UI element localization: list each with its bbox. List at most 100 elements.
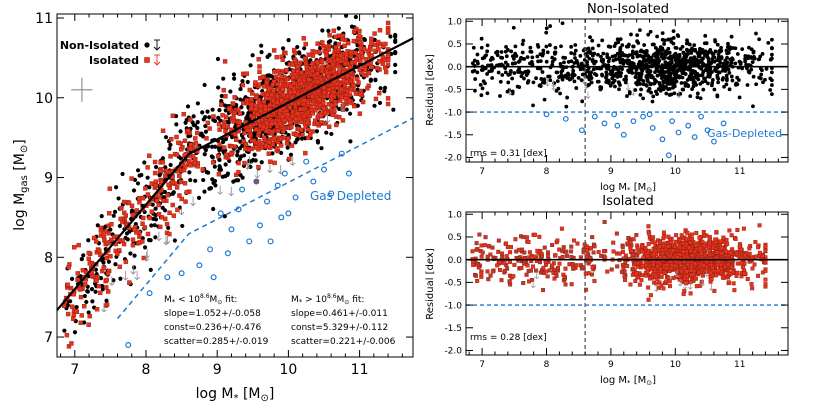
isolated-residual-point xyxy=(633,278,638,283)
isolated-point xyxy=(179,147,184,152)
residual-upper-limit xyxy=(545,78,550,87)
non-isolated-residual-point xyxy=(636,81,640,86)
isolated-point xyxy=(326,124,332,129)
residual-gas-depleted-point xyxy=(704,127,711,134)
isolated-point xyxy=(275,128,281,134)
non-isolated-point xyxy=(252,152,257,157)
residual-upper-limit-arrow xyxy=(630,92,636,96)
non-isolated-residual-point xyxy=(536,44,541,49)
non-isolated-residual-point xyxy=(730,78,735,83)
isolated-point xyxy=(318,113,324,118)
non-isolated-residual-point xyxy=(696,54,701,59)
non-isolated-residual-point xyxy=(690,87,694,92)
non-isolated-y-tick-label: -1.5 xyxy=(444,131,462,141)
isolated-point xyxy=(219,102,224,107)
isolated-residual-point xyxy=(707,235,712,240)
non-isolated-residual-point xyxy=(579,78,584,83)
isolated-point xyxy=(207,126,212,131)
non-isolated-residual-point xyxy=(637,59,642,64)
non-isolated-x-axis-label: log M* [M⊙] xyxy=(600,182,656,194)
gas-depleted-point xyxy=(164,274,171,281)
isolated-point xyxy=(313,108,318,113)
non-isolated-point xyxy=(93,267,99,272)
non-isolated-residual-point xyxy=(653,45,658,50)
non-isolated-point xyxy=(320,28,325,33)
non-isolated-residual-point xyxy=(520,50,525,55)
isolated-residual-point xyxy=(688,291,693,296)
isolated-point xyxy=(122,199,127,205)
isolated-point xyxy=(385,101,391,107)
isolated-residual-point xyxy=(757,250,762,255)
isolated-point xyxy=(294,132,299,137)
non-isolated-residual-point xyxy=(768,88,773,92)
non-isolated-residual-point xyxy=(709,70,714,74)
non-isolated-point xyxy=(286,38,291,43)
non-isolated-residual-point xyxy=(713,49,718,54)
non-isolated-point xyxy=(329,131,334,137)
upper-limit-marker xyxy=(244,160,251,170)
isolated-point xyxy=(149,209,155,214)
isolated-point xyxy=(341,102,346,107)
non-isolated-residual-point xyxy=(687,58,692,63)
isolated-point xyxy=(200,167,205,172)
non-isolated-point xyxy=(210,107,215,112)
non-isolated-residual-point xyxy=(510,76,515,81)
non-isolated-residual-point xyxy=(540,70,545,74)
non-isolated-residual-point xyxy=(644,83,649,87)
non-isolated-residual-point xyxy=(710,81,715,85)
isolated-point xyxy=(236,160,241,166)
fit-high-const: const=5.329+/-0.112 xyxy=(291,323,388,333)
non-isolated-point xyxy=(209,144,215,149)
legend-label-non-isolated: Non-Isolated xyxy=(60,39,139,52)
non-isolated-point xyxy=(131,188,137,193)
isolated-point xyxy=(269,121,275,127)
isolated-point xyxy=(290,62,295,67)
isolated-point xyxy=(164,168,169,174)
non-isolated-point xyxy=(234,178,239,183)
isolated-point xyxy=(308,65,314,71)
isolated-residual-point xyxy=(623,253,628,258)
non-isolated-residual-point xyxy=(633,88,638,92)
isolated-point xyxy=(153,183,159,188)
isolated-point xyxy=(195,164,200,169)
residual-upper-limit-arrow xyxy=(551,87,556,91)
isolated-residual-point xyxy=(699,279,704,284)
residual-upper-limit-arrow xyxy=(625,87,631,91)
non-isolated-residual-panel: Non-Isolated 7 8 9 10 111.00.50.0-0.5-1.0-1.… xyxy=(425,2,789,194)
isolated-residual-point xyxy=(757,223,762,228)
non-isolated-residual-point xyxy=(717,70,722,75)
residual-upper-limit xyxy=(630,88,636,96)
legend-upper-limit-isolated xyxy=(153,54,161,66)
isolated-point xyxy=(290,109,295,114)
isolated-point xyxy=(132,227,137,232)
main-x-tick-label: 11 xyxy=(351,362,369,378)
isolated-point xyxy=(169,136,174,142)
isolated-point xyxy=(283,50,288,56)
gas-depleted-point xyxy=(253,178,260,185)
non-isolated-residual-point xyxy=(650,99,655,104)
isolated-point xyxy=(104,255,109,261)
non-isolated-point xyxy=(231,72,237,77)
non-isolated-point xyxy=(223,174,228,179)
isolated-residual-point xyxy=(611,240,616,245)
isolated-point xyxy=(280,87,285,92)
isolated-point xyxy=(129,203,135,209)
non-isolated-residual-point xyxy=(624,74,628,79)
isolated-point xyxy=(349,60,355,65)
non-isolated-residual-point xyxy=(613,84,617,89)
non-isolated-residual-point xyxy=(656,60,661,65)
isolated-point xyxy=(288,83,293,89)
isolated-point xyxy=(193,136,198,141)
isolated-residual-point xyxy=(668,284,673,289)
isolated-point xyxy=(87,261,93,266)
non-isolated-residual-point xyxy=(688,94,693,99)
isolated-point xyxy=(278,84,283,90)
non-isolated-residual-point xyxy=(604,72,609,76)
isolated-point xyxy=(301,114,307,119)
isolated-point xyxy=(79,313,84,318)
non-isolated-residual-point xyxy=(759,72,764,77)
upper-limit-arrow xyxy=(254,175,261,179)
upper-limit-marker xyxy=(324,113,331,124)
non-isolated-residual-point xyxy=(654,54,659,59)
non-isolated-residual-point xyxy=(715,94,720,99)
